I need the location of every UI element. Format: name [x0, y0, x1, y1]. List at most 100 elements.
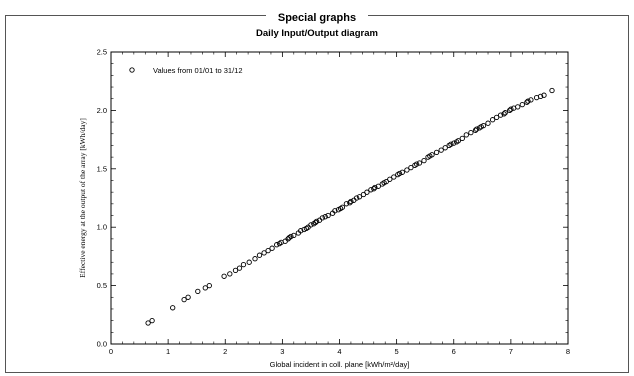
- data-point: [282, 238, 288, 244]
- data-point: [303, 225, 310, 232]
- data-point: [343, 201, 350, 207]
- data-point: [541, 92, 547, 98]
- y-tick-label: 2.0: [97, 106, 107, 115]
- data-point: [181, 296, 187, 303]
- axis-ticks: 0 1 2 3 4 5 6 7 8 0.0 0.5 1.0 1.5 2.0 2.5: [97, 48, 571, 357]
- data-point: [478, 124, 484, 130]
- y-tick-label: 1.5: [97, 164, 107, 173]
- y-tick-label: 0.0: [97, 340, 107, 349]
- data-point: [472, 127, 479, 133]
- data-point: [202, 285, 208, 291]
- data-point: [236, 265, 243, 271]
- x-tick-label: 0: [109, 347, 113, 356]
- data-point: [372, 184, 378, 191]
- data-point: [368, 187, 374, 193]
- data-point: [356, 194, 363, 200]
- data-point: [256, 252, 263, 258]
- data-point: [286, 235, 292, 241]
- x-tick-label: 1: [166, 347, 170, 356]
- y-tick-label: 2.5: [97, 48, 107, 57]
- data-point: [375, 183, 381, 189]
- data-point: [473, 126, 480, 132]
- x-tick-label: 8: [566, 347, 570, 356]
- data-point: [489, 117, 496, 123]
- legend-label: Values from 01/01 to 31/12: [153, 66, 243, 75]
- chart-title: Daily Input/Output diagram: [256, 28, 378, 39]
- x-tick-label: 2: [223, 347, 227, 356]
- data-point: [312, 219, 319, 226]
- data-point: [291, 232, 297, 239]
- x-tick-label: 4: [337, 347, 341, 356]
- data-point: [408, 164, 414, 171]
- y-axis-label: Effective energy at the output of the ar…: [78, 118, 87, 278]
- data-point: [285, 236, 291, 242]
- data-point: [313, 218, 320, 225]
- x-tick-label: 7: [509, 347, 513, 356]
- data-point: [459, 135, 465, 142]
- data-point: [337, 205, 344, 212]
- x-tick-label: 6: [452, 347, 456, 356]
- data-point: [261, 250, 267, 256]
- data-point: [227, 271, 233, 277]
- data-point: [442, 145, 448, 151]
- data-point: [221, 273, 227, 279]
- data-point: [501, 111, 507, 117]
- data-point: [549, 87, 555, 94]
- data-point: [404, 167, 410, 173]
- data-point: [232, 267, 239, 274]
- data-point: [387, 176, 393, 182]
- data-point: [508, 106, 514, 112]
- data-point: [427, 153, 433, 159]
- x-tick-label: 5: [395, 347, 399, 356]
- data-point: [416, 160, 423, 166]
- data-point: [276, 240, 283, 247]
- data-point: [322, 214, 328, 220]
- data-point: [381, 180, 387, 186]
- data-points: [145, 87, 555, 326]
- data-point: [451, 140, 457, 146]
- legend: Values from 01/01 to 31/12: [129, 66, 243, 75]
- data-point: [206, 282, 212, 289]
- data-point: [185, 294, 191, 300]
- data-point: [274, 242, 280, 248]
- y-tick-label: 1.0: [97, 223, 107, 232]
- data-point: [453, 139, 460, 145]
- data-point: [265, 247, 271, 254]
- data-point: [371, 186, 377, 192]
- data-point: [149, 317, 155, 324]
- data-point: [468, 129, 474, 136]
- data-point: [507, 107, 513, 114]
- data-point: [463, 132, 469, 138]
- data-point: [252, 256, 258, 262]
- data-point: [145, 320, 151, 326]
- legend-marker: [129, 67, 135, 73]
- data-point: [515, 104, 521, 110]
- section-title-text: Special graphs: [265, 12, 369, 24]
- data-point: [298, 228, 304, 234]
- section-title: Special graphs: [0, 8, 634, 26]
- x-tick-label: 3: [280, 347, 284, 356]
- data-point: [240, 261, 247, 268]
- data-point: [438, 147, 444, 153]
- data-point: [364, 189, 370, 195]
- data-point: [493, 114, 500, 121]
- data-point: [399, 169, 405, 175]
- data-point: [421, 157, 427, 164]
- data-point: [246, 259, 252, 265]
- data-point: [308, 222, 314, 228]
- data-point: [497, 112, 504, 118]
- data-point: [519, 101, 525, 108]
- data-point: [170, 305, 176, 311]
- data-point: [195, 288, 201, 295]
- data-point: [485, 120, 491, 126]
- data-point: [537, 93, 544, 100]
- x-axis-label: Global incident in coll. plane [kWh/m²/d…: [270, 360, 410, 369]
- data-point: [325, 212, 331, 219]
- data-point: [347, 200, 353, 206]
- data-point: [528, 97, 534, 103]
- data-point: [332, 208, 338, 214]
- data-point: [319, 215, 326, 221]
- plot-area: [110, 51, 569, 345]
- data-point: [502, 110, 508, 116]
